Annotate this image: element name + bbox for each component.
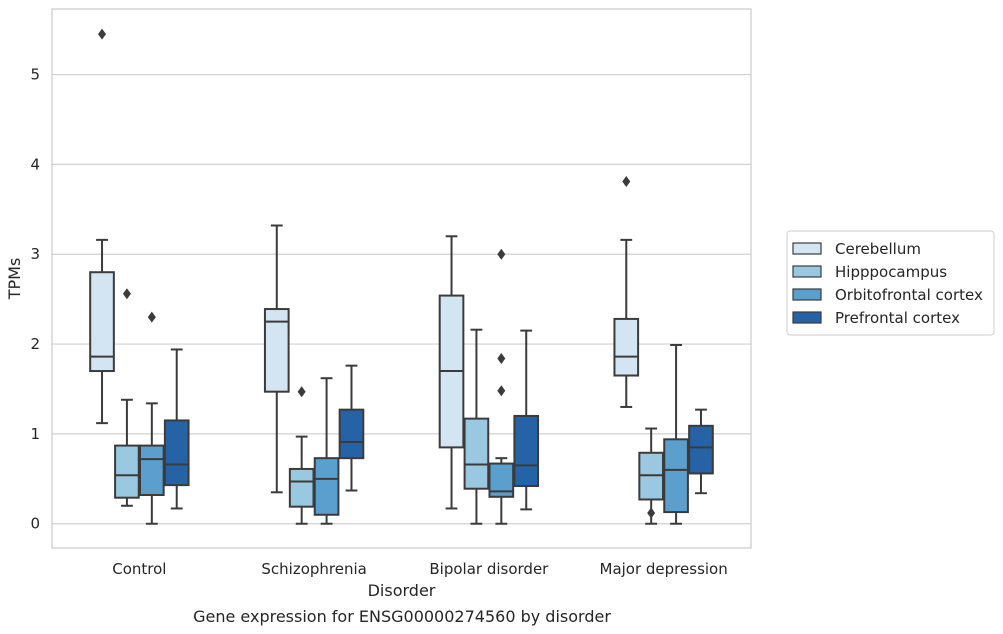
- iqr-box: [488, 462, 515, 498]
- box-2-1: [114, 288, 140, 507]
- box-3-4: [663, 343, 689, 525]
- outlier-point: [147, 311, 156, 323]
- legend-entry-label: Cerebellum: [835, 240, 921, 258]
- y-tick-label: 2: [30, 335, 40, 353]
- iqr-box: [688, 424, 714, 475]
- y-tick-label: 1: [30, 425, 40, 443]
- x-axis-label: Disorder: [368, 581, 436, 600]
- y-axis-ticks: 0 1 2 3 4 5: [30, 66, 40, 533]
- box-2-4: [638, 427, 665, 525]
- y-tick-label: 4: [30, 155, 40, 173]
- iqr-box: [513, 414, 540, 488]
- box-4-1: [163, 348, 190, 510]
- iqr-box: [613, 317, 640, 377]
- iqr-box: [263, 308, 290, 393]
- legend-swatch: [792, 242, 822, 255]
- outlier-point: [497, 248, 506, 260]
- box-2-2: [288, 386, 315, 525]
- box-4-3: [513, 329, 540, 511]
- outlier-point: [122, 288, 131, 300]
- legend-swatch: [792, 265, 822, 278]
- y-tick-label: 3: [30, 245, 40, 263]
- outlier-point: [647, 507, 656, 519]
- y-tick-label: 0: [30, 515, 40, 533]
- legend-swatch: [792, 311, 822, 324]
- box-4-2: [338, 364, 365, 492]
- box-series: [89, 28, 714, 525]
- iqr-box: [138, 444, 165, 496]
- chart-caption: Gene expression for ENSG00000274560 by d…: [193, 607, 611, 626]
- outlier-point: [297, 386, 306, 398]
- legend-entry-label: Hipppocampus: [835, 263, 947, 281]
- box-1-1: [89, 28, 115, 425]
- y-axis-label: TPMs: [5, 258, 24, 301]
- box-4-4: [688, 408, 714, 495]
- iqr-box: [114, 444, 140, 499]
- iqr-box: [338, 408, 365, 460]
- iqr-box: [663, 438, 689, 514]
- x-axis-ticks: Control Schizophrenia Bipolar disorder Majo…: [112, 560, 727, 578]
- outlier-point: [497, 352, 506, 364]
- box-3-3: [488, 248, 515, 525]
- box-3-2: [313, 377, 340, 525]
- legend-entry-label: Prefrontal cortex: [835, 309, 960, 327]
- box-2-3: [463, 328, 490, 525]
- legend-entry-label: Orbitofrontal cortex: [835, 286, 983, 304]
- box-1-4: [613, 175, 640, 408]
- iqr-box: [463, 417, 490, 490]
- legend-frame: [786, 230, 995, 336]
- legend-swatch: [792, 288, 822, 301]
- iqr-box: [163, 419, 190, 487]
- x-tick-label: Schizophrenia: [261, 560, 366, 578]
- x-tick-label: Major depression: [600, 560, 728, 578]
- outlier-point: [98, 28, 107, 40]
- legend: Cerebellum Hipppocampus Orbitofrontal cort…: [786, 230, 995, 336]
- iqr-box: [288, 467, 315, 508]
- box-1-3: [438, 235, 465, 510]
- iqr-box: [313, 457, 340, 516]
- y-tick-label: 5: [30, 66, 40, 84]
- outlier-point: [622, 175, 631, 187]
- plot-area: [51, 8, 752, 549]
- box-3-1: [138, 311, 165, 525]
- x-tick-label: Bipolar disorder: [429, 560, 549, 578]
- x-tick-label: Control: [112, 560, 166, 578]
- outlier-point: [497, 385, 506, 397]
- box-1-2: [263, 224, 290, 494]
- iqr-box: [89, 271, 115, 373]
